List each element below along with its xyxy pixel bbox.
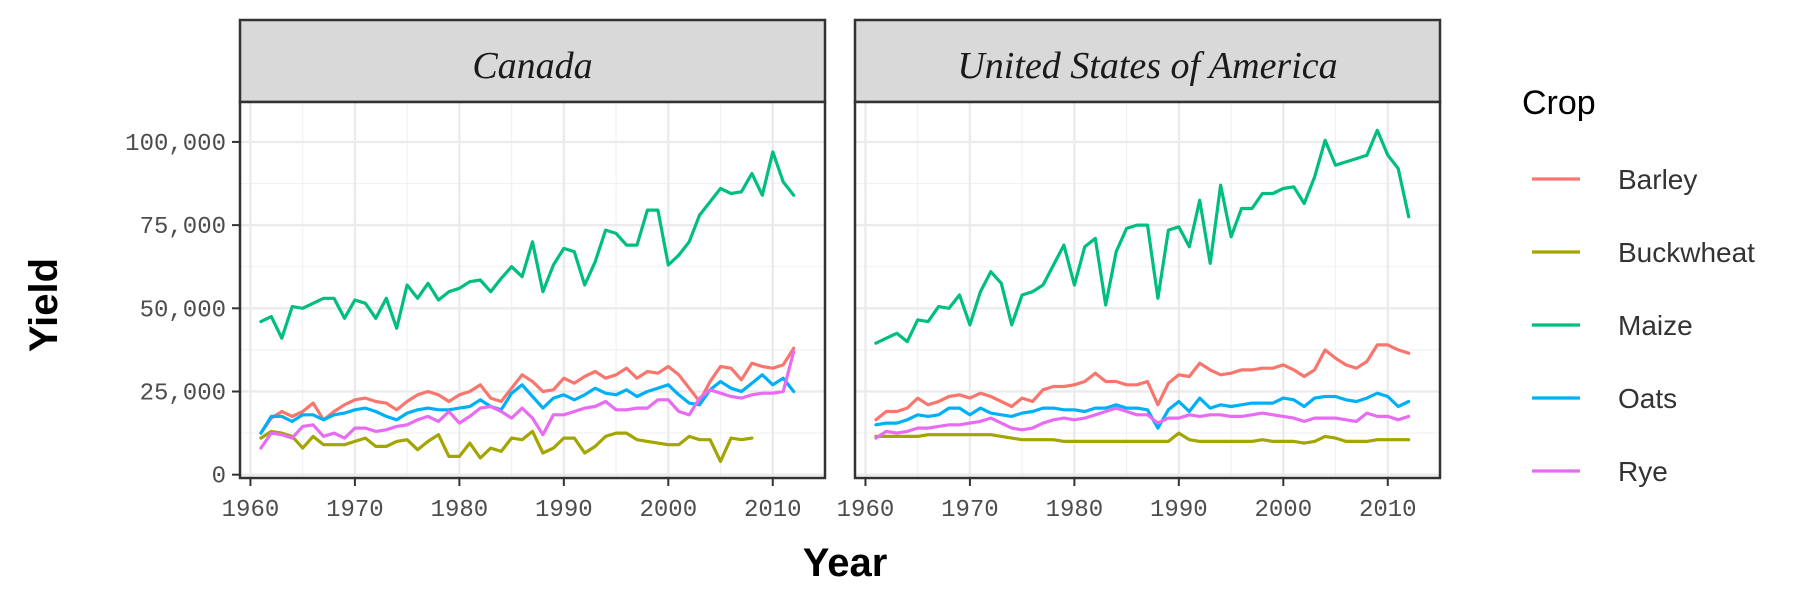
legend-label: Barley [1618, 164, 1697, 195]
legend-item-rye: Rye [1532, 456, 1668, 487]
legend-title: Crop [1522, 84, 1596, 122]
panel-0: Canada 1960 1970 1980 1990 2000 2010 0 25,000 50,… [125, 18, 827, 524]
x-tick-label: 1990 [1150, 497, 1208, 524]
series-line-maize [259, 150, 796, 340]
x-tick-label: 1960 [222, 497, 280, 524]
panel-strip-title: United States of America [957, 45, 1337, 87]
y-tick-label: 50,000 [140, 297, 226, 324]
series-line-maize [874, 128, 1411, 345]
legend-item-maize: Maize [1532, 310, 1693, 341]
x-tick-label: 1970 [326, 497, 384, 524]
legend-label: Maize [1618, 310, 1693, 341]
series-line-barley [874, 343, 1411, 422]
legend-item-buckwheat: Buckwheat [1532, 237, 1755, 268]
panel-strip [238, 18, 827, 104]
x-tick-label: 2010 [744, 497, 802, 524]
x-axis-title: Year [803, 541, 888, 585]
y-tick-label: 75,000 [140, 214, 226, 241]
x-tick-label: 2000 [639, 497, 697, 524]
x-tick-label: 1990 [535, 497, 593, 524]
series-line-oats [259, 373, 796, 435]
x-tick-label: 1970 [941, 497, 999, 524]
legend-label: Oats [1618, 383, 1677, 414]
series-line-rye [259, 350, 796, 450]
panel-strip-title: Canada [472, 45, 592, 87]
y-tick-label: 25,000 [140, 380, 226, 407]
x-tick-label: 1980 [431, 497, 489, 524]
y-tick-label: 100,000 [125, 131, 226, 158]
series-line-buckwheat [874, 431, 1411, 445]
legend-item-oats: Oats [1532, 383, 1677, 414]
legend-label: Buckwheat [1618, 237, 1755, 268]
y-axis-title: Yield [22, 258, 66, 352]
panel-1: United States of America 1960 1970 1980 1990… [837, 18, 1442, 524]
panel-border [238, 100, 827, 480]
series-line-buckwheat [259, 429, 754, 463]
y-tick-label: 0 [212, 464, 226, 491]
x-tick-label: 1980 [1046, 497, 1104, 524]
legend-label: Rye [1618, 456, 1668, 487]
panel-border [853, 100, 1442, 480]
x-tick-label: 2000 [1254, 497, 1312, 524]
series-line-barley [259, 346, 796, 435]
x-tick-label: 2010 [1359, 497, 1417, 524]
legend-item-barley: Barley [1532, 164, 1697, 195]
series-line-oats [874, 391, 1411, 430]
plot-background [240, 102, 825, 478]
series-line-rye [874, 406, 1411, 440]
legend: Crop Barley Buckwheat Maize Oats Rye [1522, 84, 1755, 487]
panels-layer: Canada 1960 1970 1980 1990 2000 2010 0 25,000 50,… [125, 18, 1442, 524]
x-tick-label: 1960 [837, 497, 895, 524]
